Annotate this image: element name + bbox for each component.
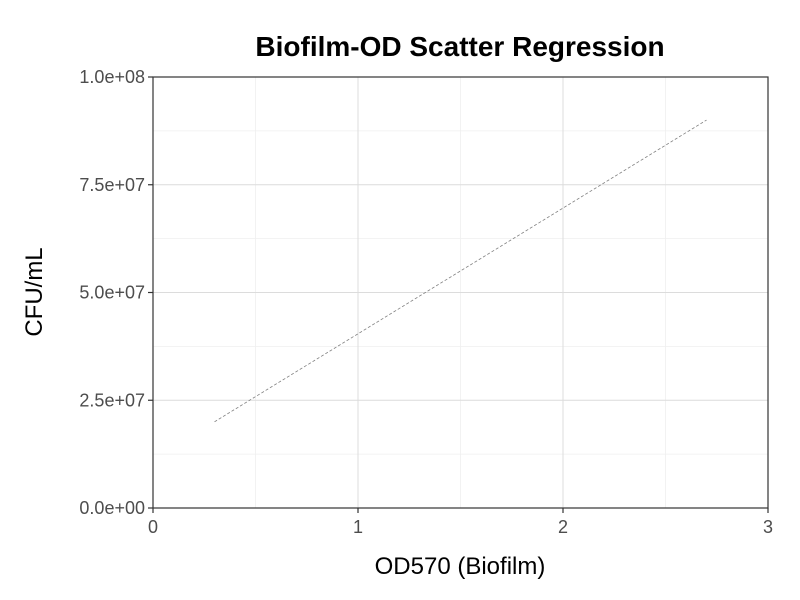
regression-line [214, 119, 707, 423]
y-tick-label: 7.5e+07 [79, 175, 145, 195]
minor-grid [153, 77, 768, 508]
x-axis-title: OD570 (Biofilm) [375, 553, 546, 580]
chart-title: Biofilm-OD Scatter Regression [255, 31, 664, 62]
x-tick-label: 0 [148, 517, 158, 537]
x-tick-label: 2 [558, 517, 568, 537]
y-tick-label: 5.0e+07 [79, 283, 145, 303]
plot-series [214, 119, 707, 423]
y-tick-label: 2.5e+07 [79, 390, 145, 410]
y-tick-label: 0.0e+00 [79, 498, 145, 518]
axis-ticks: 0 1 2 3 0.0e+00 2.5e+07 5.0e+07 7.5e+07 1.0e+08 [79, 67, 773, 537]
y-axis-title: CFU/mL [21, 247, 48, 336]
y-tick-label: 1.0e+08 [79, 67, 145, 87]
x-tick-label: 1 [353, 517, 363, 537]
x-tick-label: 3 [763, 517, 773, 537]
